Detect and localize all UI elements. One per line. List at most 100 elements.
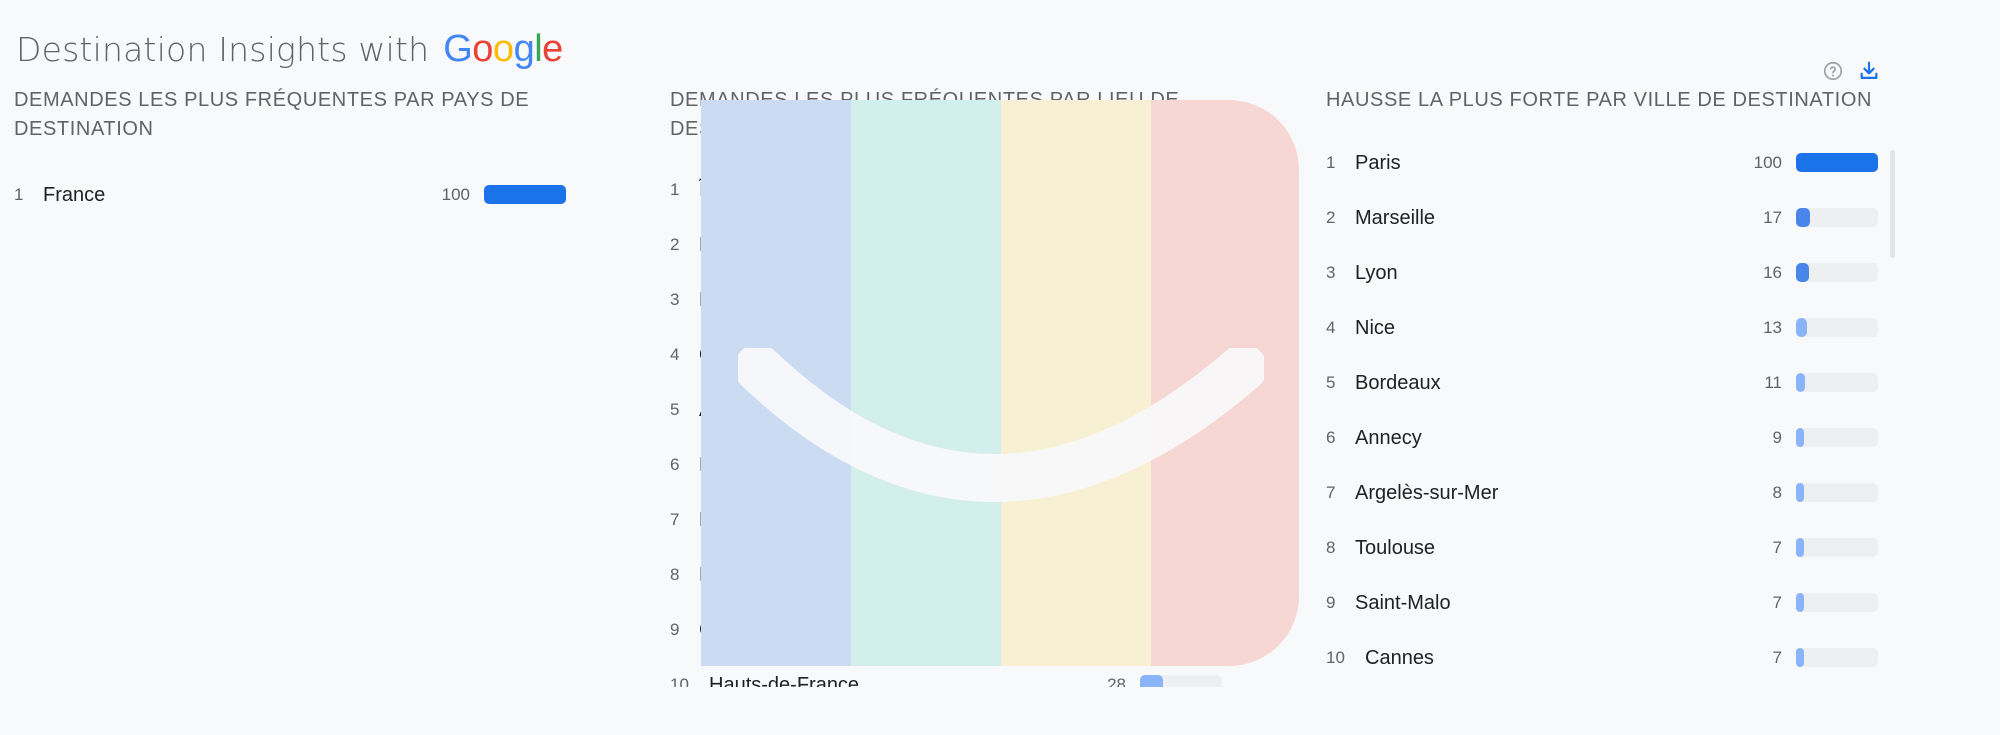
value-bar-track [1140,455,1222,474]
list-item[interactable]: 7 Argelès-sur-Mer 8 [1326,478,1896,508]
demand-value: 30 [1107,620,1126,639]
list-item[interactable]: 1 France 100 [14,180,574,210]
value-bar-track [1140,675,1222,687]
list-item[interactable]: 8 Normandie 34 [670,560,1268,590]
value-bar-fill [1140,345,1202,364]
demand-value: 8 [1772,483,1782,502]
demand-value: 34 [1107,565,1126,584]
demand-value: 75 [1107,345,1126,364]
value-bar-track [1796,428,1878,447]
list-item[interactable]: 5 Auvergne-Rhône-Alpes 62 [670,395,1268,425]
destination-name: Paris [1355,151,1401,174]
destination-name: Argelès-sur-Mer [1355,481,1499,504]
list-item[interactable]: 2 Provence-Alpes-Côte d'Azur 92 [670,230,1268,260]
value-bar-fill [1796,373,1806,392]
rank-number: 7 [1326,483,1336,502]
rank-number: 6 [670,455,680,474]
scrollbar-thumb[interactable] [1890,150,1895,258]
value-bar-fill [1140,235,1216,254]
list-item[interactable]: 10 Hauts-de-France 28 [670,670,1268,687]
value-bar-fill [1140,290,1204,309]
value-bar-track [1796,483,1878,502]
list-item[interactable]: 6 Annecy 9 [1326,423,1896,453]
value-bar-track [1796,538,1878,557]
rank-number: 2 [670,235,680,254]
google-logo-letter: G [443,28,473,70]
demand-value: 92 [1107,235,1126,254]
value-bar-fill [1796,593,1804,612]
demand-value: 7 [1772,593,1782,612]
panel-title: DEMANDES LES PLUS FRÉQUENTES PAR PAYS DE… [14,89,530,140]
list-item[interactable]: 4 Occitanie 75 [670,340,1268,370]
panel-top-countries: DEMANDES LES PLUS FRÉQUENTES PAR PAYS DE… [14,86,574,206]
value-bar-track [1796,263,1878,282]
value-bar-track [1140,510,1222,529]
destination-name: Toulouse [1355,536,1436,559]
list-item[interactable]: 9 Grand Est 30 [670,615,1268,645]
ranking-list-scroll[interactable]: 1 Île-de-France 100 2 Provence-Alpes-Côte d'… [668,175,1268,687]
value-bar-track [1796,373,1878,392]
rank-number: 10 [670,675,689,687]
list-item[interactable]: 10 Cannes 7 [1326,643,1896,673]
value-bar-track [1796,153,1878,172]
rank-number: 9 [1326,593,1336,612]
help-circle-icon[interactable] [1822,60,1844,82]
demand-value: 100 [1753,153,1782,172]
list-item[interactable]: 1 Paris 100 [1326,148,1896,178]
demand-value: 78 [1107,290,1126,309]
value-bar-fill [1140,565,1168,584]
list-item[interactable]: 1 Île-de-France 100 [670,175,1268,205]
value-bar-fill [1796,263,1810,282]
rank-number: 4 [670,345,680,364]
demand-value: 16 [1763,263,1782,282]
ranking-list-scroll[interactable]: 1 Paris 100 2 Marseille 17 3 Lyon 16 4 Nice 13 5 Bord… [1326,148,1906,688]
list-item[interactable]: 7 Pays de la Loire 40 [670,505,1268,535]
destination-name: Lyon [1355,261,1398,284]
value-bar-track [1796,318,1878,337]
panel-top-regions: DEMANDES LES PLUS FRÉQUENTES PAR LIEU DE… [670,86,1250,144]
list-item[interactable]: 8 Toulouse 7 [1326,533,1896,563]
value-bar-track [1140,345,1222,364]
value-bar-track [1140,180,1222,199]
list-item[interactable]: 5 Bordeaux 11 [1326,368,1896,398]
demand-value: 100 [1097,180,1126,199]
destination-name: Pays de la Loire [699,508,843,531]
google-logo-letter: g [513,28,535,70]
destination-name: Annecy [1355,426,1422,449]
rank-number: 3 [670,290,680,309]
demand-value: 7 [1772,648,1782,667]
destination-name: Grand Est [699,618,790,641]
value-bar-fill [1796,153,1878,172]
destination-name: Marseille [1355,206,1436,229]
demand-value: 7 [1772,538,1782,557]
rank-number: 1 [1326,153,1336,172]
app-title: Destination Insights with Google [16,28,563,71]
list-item[interactable]: 4 Nice 13 [1326,313,1896,343]
download-icon[interactable] [1858,60,1880,82]
list-item[interactable]: 9 Saint-Malo 7 [1326,588,1896,618]
rank-number: 10 [1326,648,1345,667]
rank-number: 3 [1326,263,1336,282]
panel-title: HAUSSE LA PLUS FORTE PAR VILLE DE DESTIN… [1326,89,1873,111]
rank-number: 5 [670,400,680,419]
demand-value: 9 [1772,428,1782,447]
demand-value: 17 [1763,208,1782,227]
destination-name: Bordeaux [1355,371,1441,394]
list-item[interactable]: 2 Marseille 17 [1326,203,1896,233]
list-item[interactable]: 6 Bretagne 42 [670,450,1268,480]
app-title-text: Destination Insights with [16,30,430,69]
rank-number: 8 [1326,538,1336,557]
list-item[interactable]: 3 Lyon 16 [1326,258,1896,288]
value-bar-fill [1796,648,1804,667]
rank-number: 2 [1326,208,1336,227]
google-logo-letter: e [542,28,563,70]
value-bar-track [1796,648,1878,667]
google-logo-letter: o [492,28,514,70]
value-bar-track [1796,593,1878,612]
destination-name: Normandie [699,563,797,586]
value-bar-fill [1140,180,1222,199]
destination-name: Nice [1355,316,1396,339]
rank-number: 1 [14,185,24,204]
value-bar-fill [1140,400,1191,419]
list-item[interactable]: 3 Nouvelle-Aquitaine 78 [670,285,1268,315]
